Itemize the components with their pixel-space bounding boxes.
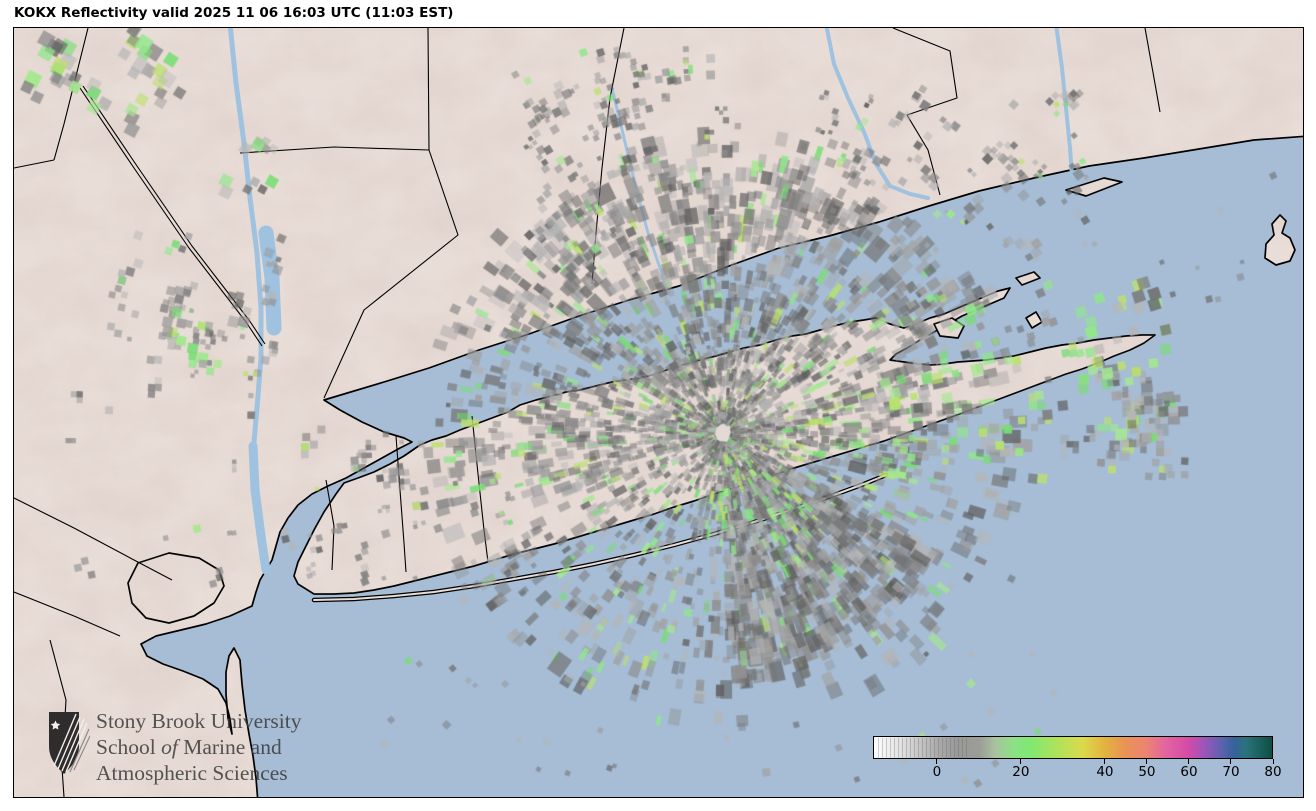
product-title: KOKX Reflectivity valid 2025 11 06 16:03… xyxy=(14,5,454,21)
colorbar-tick xyxy=(1272,759,1274,764)
logo-line-2: School of Marine and xyxy=(96,735,282,759)
stony-brook-shield-icon xyxy=(49,712,90,774)
colorbar-tick xyxy=(1146,759,1148,764)
sbu-logo-text: Stony Brook University School of Marine … xyxy=(96,708,301,786)
radar-echo-layer xyxy=(14,28,1303,797)
logo-line-1: Stony Brook University xyxy=(96,709,302,733)
sbu-logo: Stony Brook University School of Marine … xyxy=(46,708,301,786)
radar-map: Stony Brook University School of Marine … xyxy=(13,27,1304,798)
colorbar-tick-label: 70 xyxy=(1222,764,1240,780)
colorbar-tick-label: 20 xyxy=(1012,764,1030,780)
logo-line-3: Atmospheric Sciences xyxy=(96,761,288,785)
colorbar-discrete-steps xyxy=(875,738,967,759)
colorbar-tick xyxy=(1104,759,1106,764)
reflectivity-colorbar: 0 20 40 50 60 70 80 xyxy=(873,736,1282,784)
colorbar-tick-label: 40 xyxy=(1096,764,1114,780)
colorbar-tick xyxy=(1188,759,1190,764)
colorbar-tick-label: 80 xyxy=(1264,764,1282,780)
colorbar-tick-label: 50 xyxy=(1138,764,1156,780)
colorbar-tick-label: 0 xyxy=(932,764,942,780)
colorbar-tick xyxy=(1020,759,1022,764)
colorbar-tick xyxy=(1230,759,1232,764)
colorbar-tick xyxy=(936,759,938,764)
colorbar-tick-label: 60 xyxy=(1180,764,1198,780)
colorbar-gradient xyxy=(873,736,1273,759)
